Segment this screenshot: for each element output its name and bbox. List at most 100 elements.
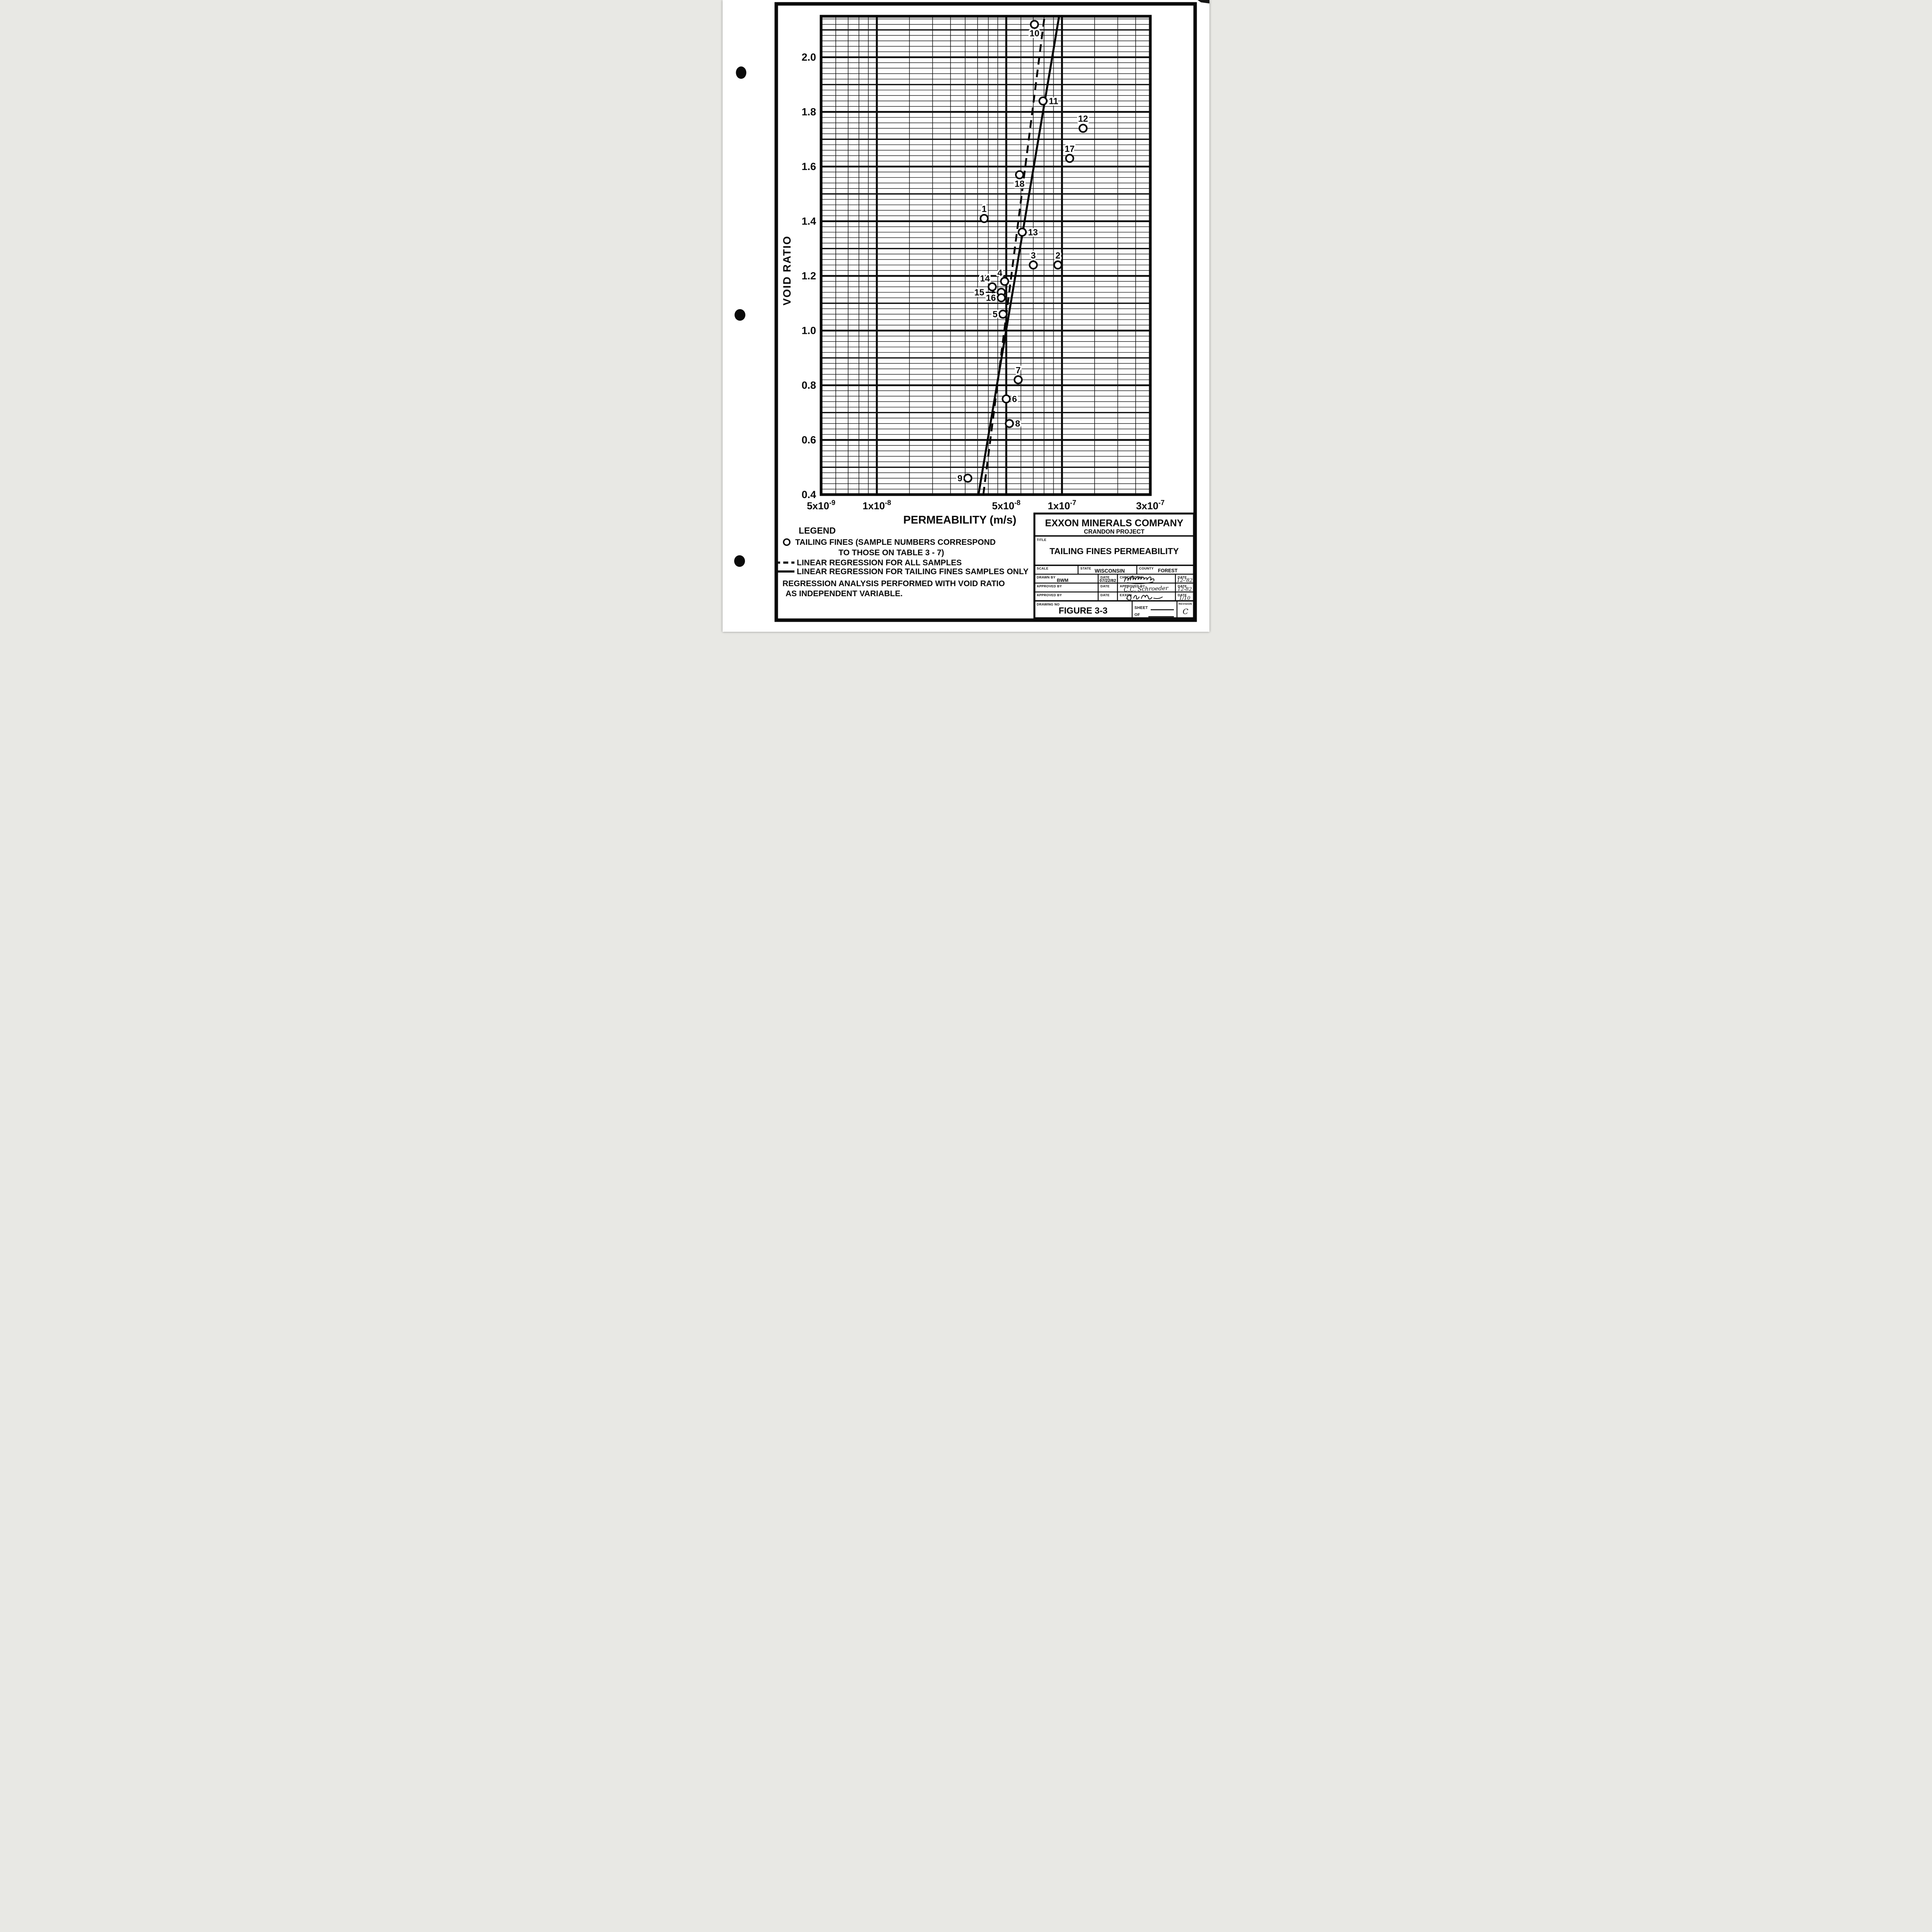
legend-item-solid: LINEAR REGRESSION FOR TAILING FINES SAMP… <box>797 567 1029 576</box>
field-value: CRANDON PROJECT <box>1084 529 1145 535</box>
x-tick-label: 3x10-7 <box>1136 499 1165 512</box>
field-label: APPROVED BY <box>1120 584 1145 588</box>
field-label: DRAWN BY <box>1037 575 1056 579</box>
sample-marker <box>1065 154 1074 163</box>
sample-number-label: 2 <box>1055 250 1060 260</box>
sample-number-label: 10 <box>1029 28 1039 38</box>
sample-marker <box>1030 20 1039 29</box>
sample-number-label: 8 <box>1015 418 1020 429</box>
field-label: REVISION No <box>1179 603 1197 605</box>
sample-marker <box>1038 96 1048 106</box>
regression-line-tailing-fines-only <box>977 16 1060 495</box>
y-tick-label: 1.0 <box>801 325 816 337</box>
scanned-figure-sheet: 1 2 3 4 5 6 7 8 9 10 11 12 13 14 15 16 17 18 2.0 1.8 1.6 1.4 1… <box>723 0 1209 632</box>
data-point-8: 8 <box>1005 417 1022 430</box>
sample-number-label: 17 <box>1065 144 1075 154</box>
legend-circle-icon <box>783 538 791 546</box>
sample-marker <box>1015 170 1024 180</box>
sample-number-label: 6 <box>1012 394 1017 404</box>
sample-number-label: 16 <box>986 293 996 303</box>
y-axis-title: VOID RATIO <box>781 235 793 305</box>
data-point-5: 5 <box>991 308 1008 321</box>
field-label: DATE <box>1100 575 1110 579</box>
data-point-10: 10 <box>1028 20 1041 40</box>
field-label: DATE <box>1178 593 1187 597</box>
field-label: SHEET <box>1134 606 1148 610</box>
handwritten-value: 12-82 <box>1177 587 1192 592</box>
field-value: FIGURE 3-3 <box>1059 605 1108 616</box>
y-tick-label: 0.4 <box>801 489 816 500</box>
legend-heading: LEGEND <box>799 526 836 536</box>
regression-line-all-samples <box>982 16 1046 495</box>
sample-number-label: 4 <box>997 268 1002 278</box>
legend-item-tailing-fines: TAILING FINES (SAMPLE NUMBERS CORRESPOND <box>795 538 996 547</box>
sample-number-label: 11 <box>1049 96 1058 106</box>
data-point-6: 6 <box>1002 392 1019 405</box>
handwritten-value: 1/10 <box>1179 595 1190 601</box>
sample-number-label: 3 <box>1031 250 1036 260</box>
field-value: 07/22/82 <box>1100 578 1116 583</box>
field-value: TAILING FINES PERMEABILITY <box>1049 546 1179 556</box>
field-value: BWM <box>1057 578 1068 583</box>
sample-marker <box>980 214 989 223</box>
field-label: COUNTY <box>1139 566 1154 570</box>
field-value: EXXON MINERALS COMPANY <box>1045 518 1184 529</box>
field-label: EXXON <box>1120 593 1132 597</box>
x-tick-label: 5x10-9 <box>807 499 835 512</box>
y-tick-label: 1.4 <box>801 216 816 227</box>
sample-number-label: 14 <box>980 273 990 283</box>
field-label: APPROVED BY <box>1037 593 1062 597</box>
sample-number-label: 12 <box>1078 114 1088 124</box>
sample-marker <box>1000 277 1009 286</box>
sample-marker <box>998 310 1008 319</box>
field-label: OF <box>1134 613 1140 617</box>
data-point-3: 3 <box>1029 249 1038 270</box>
punch-hole <box>734 555 745 567</box>
exxon-signature <box>1126 595 1163 601</box>
field-label: DATE <box>1100 593 1110 597</box>
y-tick-label: 1.6 <box>801 161 816 172</box>
sample-marker <box>1017 228 1027 237</box>
field-label: DRAWING NO <box>1037 602 1060 606</box>
sample-number-label: 7 <box>1016 365 1021 375</box>
x-tick-label: 1x10-7 <box>1048 499 1076 512</box>
x-tick-label: 1x10-8 <box>862 499 891 512</box>
sample-marker <box>988 282 997 292</box>
sample-number-label: 5 <box>993 309 998 319</box>
plot-frame <box>820 15 1152 496</box>
legend-note-line1: REGRESSION ANALYSIS PERFORMED WITH VOID … <box>782 579 1005 588</box>
field-label: TITLE <box>1037 538 1046 542</box>
sample-marker <box>1053 260 1063 270</box>
checked-by-signature <box>1124 575 1155 584</box>
field-label: DATE <box>1178 575 1187 579</box>
field-label: STATE <box>1080 566 1091 570</box>
field-value: WISCONSIN <box>1095 568 1125 574</box>
field-value: FOREST <box>1158 568 1178 573</box>
sample-marker <box>963 473 973 483</box>
handwritten-value: C <box>1183 607 1189 616</box>
y-tick-label: 1.8 <box>801 106 816 118</box>
legend: LEGEND TAILING FINES (SAMPLE NUMBERS CORR… <box>775 526 1029 598</box>
legend-item-dashed: LINEAR REGRESSION FOR ALL SAMPLES <box>797 558 962 567</box>
figure-canvas: 1234567891011121314151617182.01.81.61.41… <box>723 0 1209 632</box>
x-axis-title: PERMEABILITY (m/s) <box>903 514 1017 526</box>
handwritten-value: 12-'82 <box>1177 578 1192 583</box>
punch-hole <box>736 66 747 79</box>
sample-marker <box>1002 394 1011 404</box>
data-point-7: 7 <box>1014 364 1023 384</box>
data-point-9: 9 <box>956 472 973 485</box>
x-tick-label: 5x10-8 <box>992 499 1020 512</box>
sample-marker <box>1005 419 1014 428</box>
sample-number-label: 18 <box>1015 179 1025 189</box>
label-arrow-head <box>992 290 997 295</box>
legend-item-tailing-fines-cont: TO THOSE ON TABLE 3 - 7) <box>838 548 944 557</box>
data-point-18: 18 <box>1013 170 1026 190</box>
data-point-1: 1 <box>980 202 989 223</box>
data-point-4: 4 <box>996 266 1009 286</box>
punch-hole <box>735 309 745 321</box>
data-point-2: 2 <box>1053 249 1063 270</box>
sample-marker <box>997 293 1006 303</box>
corner-mark <box>1197 0 1209 3</box>
data-point-12: 12 <box>1077 112 1090 133</box>
